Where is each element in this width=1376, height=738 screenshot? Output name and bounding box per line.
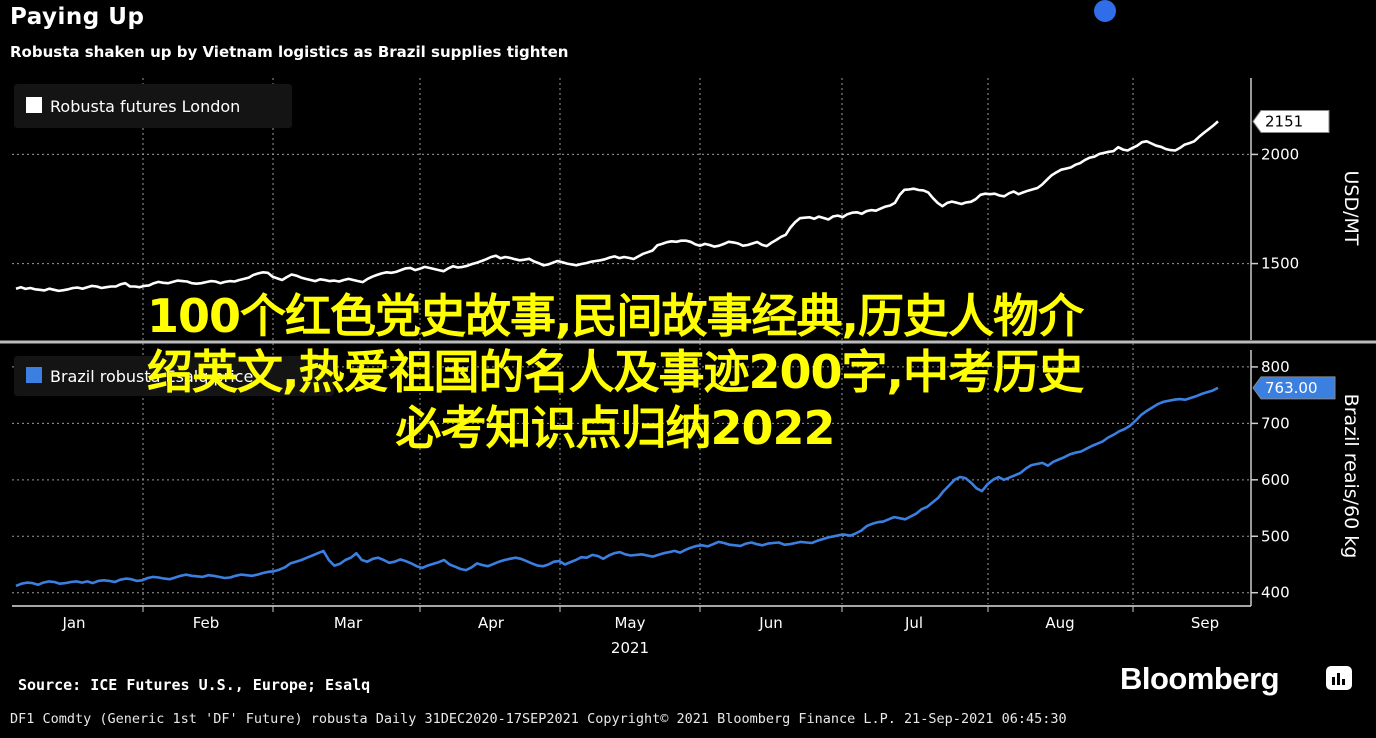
x-tick-label: Jul <box>904 614 923 632</box>
bloomberg-terminal-icon <box>1326 666 1352 690</box>
upper-series-line <box>15 120 1219 293</box>
x-tick-label: Feb <box>193 614 220 632</box>
source-note: Source: ICE Futures U.S., Europe; Esalq <box>18 676 371 694</box>
upper-y-tick-label: 1500 <box>1261 255 1299 273</box>
bloomberg-logo: Bloomberg <box>1120 661 1280 696</box>
lower-y-tick-label: 600 <box>1261 471 1290 489</box>
chart-title: Paying Up <box>10 4 145 30</box>
upper-legend-swatch <box>26 97 42 113</box>
upper-legend-label: Robusta futures London <box>50 97 240 116</box>
upper-y-tick-label: 2000 <box>1261 145 1299 163</box>
lower-series-line <box>15 386 1219 588</box>
x-tick-label: Mar <box>334 614 363 632</box>
lower-y-tick-label: 700 <box>1261 414 1290 432</box>
x-tick-label: Aug <box>1045 614 1074 632</box>
x-tick-label: Jan <box>61 614 85 632</box>
overlay-line-1: 100个红色党史故事,民间故事经典,历史人物介 <box>147 289 1084 343</box>
lower-y-tick-label: 800 <box>1261 358 1290 376</box>
x-year-label: 2021 <box>611 639 649 657</box>
footer-metadata: DF1 Comdty (Generic 1st 'DF' Future) rob… <box>10 711 1067 727</box>
lower-last-value-box <box>1252 376 1336 400</box>
upper-last-value-label: 2151 <box>1265 112 1303 130</box>
upper-axis-title: USD/MT <box>1340 171 1362 246</box>
lower-axis-title: Brazil reais/60 kg <box>1340 394 1362 559</box>
x-tick-label: Sep <box>1191 614 1219 632</box>
blue-dot-marker <box>1094 0 1116 22</box>
lower-legend-box <box>14 356 334 396</box>
lower-legend-swatch <box>26 367 42 383</box>
lower-last-value-label: 763.00 <box>1265 379 1318 397</box>
upper-legend-box <box>14 84 292 128</box>
x-tick-label: Jun <box>758 614 782 632</box>
overlay-line-2: 绍英文,热爱祖国的名人及事迹200字,中考历史 <box>147 345 1084 399</box>
overlay-caption: 100个红色党史故事,民间故事经典,历史人物介 绍英文,热爱祖国的名人及事迹20… <box>0 288 1230 456</box>
lower-legend-label: Brazil robusta Esalq price <box>50 367 253 386</box>
lower-y-tick-label: 500 <box>1261 527 1290 545</box>
overlay-line-3: 必考知识点归纳2022 <box>395 401 835 455</box>
x-tick-label: Apr <box>478 614 505 632</box>
lower-y-tick-label: 400 <box>1261 584 1290 602</box>
chart-subtitle: Robusta shaken up by Vietnam logistics a… <box>10 43 569 61</box>
upper-last-value-box <box>1252 109 1330 133</box>
x-tick-label: May <box>614 614 645 632</box>
